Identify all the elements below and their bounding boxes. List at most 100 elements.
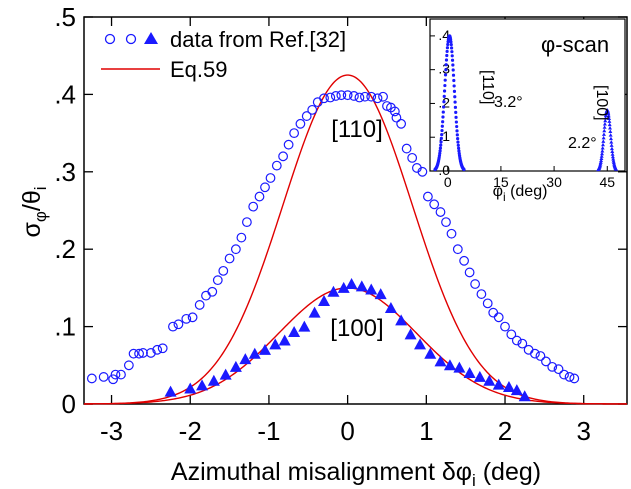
inset-point-100	[610, 149, 615, 154]
inset-point-100	[601, 139, 606, 143]
data-point-110	[493, 312, 504, 323]
x-tick-label: 1	[419, 416, 433, 446]
inset-point-100	[603, 113, 608, 117]
data-point-110	[265, 173, 276, 183]
data-point-110	[207, 286, 218, 297]
data-point-110	[248, 201, 259, 212]
inset-point-110	[443, 78, 447, 82]
y-tick-label: .2	[54, 234, 76, 264]
inset-point-100	[599, 158, 604, 163]
inset-point-100	[610, 152, 615, 156]
inset-point-110	[438, 149, 442, 153]
legend-label-eq: Eq.59	[170, 57, 228, 82]
data-point-110	[470, 279, 481, 289]
plot-frame	[83, 16, 628, 405]
data-point-110	[134, 348, 144, 359]
inset-point-100	[603, 118, 608, 123]
inset-point-100	[606, 113, 611, 118]
inset-point-110	[451, 68, 455, 72]
data-point-110	[260, 182, 270, 193]
y-axis-title: σφ/θi	[18, 186, 50, 237]
data-point-110	[396, 118, 407, 129]
inset-point-100	[609, 143, 614, 147]
data-point-100	[492, 378, 505, 390]
inset-point-100	[601, 132, 606, 136]
inset-point-100	[598, 160, 603, 164]
data-point-100	[374, 288, 387, 300]
inset-point-100	[606, 111, 611, 116]
inset-point-110	[449, 40, 453, 44]
inset-point-110	[457, 149, 461, 153]
x-axis-title: Azimuthal misalignment δφi (deg)	[171, 458, 541, 489]
inset-point-110	[441, 120, 445, 124]
inset-point-110	[438, 151, 442, 155]
data-point-100	[298, 320, 311, 332]
data-point-110	[283, 139, 294, 150]
inset-point-110	[444, 58, 449, 62]
inset-point-110	[441, 110, 445, 114]
data-point-110	[547, 361, 558, 372]
data-point-100	[278, 334, 291, 346]
inset-y-tick-label: .4	[438, 27, 450, 43]
inset-point-110	[442, 89, 447, 93]
data-point-100	[269, 338, 282, 350]
data-point-110	[212, 275, 223, 286]
inset-point-100	[602, 128, 607, 133]
data-point-110	[224, 253, 235, 264]
y-tick-label: 0	[62, 389, 76, 419]
data-point-100	[248, 347, 261, 359]
data-point-110	[569, 373, 580, 384]
data-point-110	[241, 217, 252, 228]
inset-point-110	[444, 68, 448, 72]
inset-point-110	[454, 110, 458, 115]
data-point-100	[239, 353, 252, 365]
data-point-100	[355, 280, 368, 292]
data-point-110	[181, 313, 192, 324]
inset-point-110	[454, 115, 458, 119]
inset-point-110	[452, 89, 457, 93]
data-point-110	[435, 207, 446, 217]
data-point-110	[230, 244, 241, 255]
inset-annotation-width-100: 2.2°	[568, 135, 597, 152]
inset-frame	[429, 18, 626, 172]
x-tick-label: 3	[576, 416, 590, 446]
y-tick-label: .4	[54, 79, 76, 109]
inset-point-110	[455, 124, 459, 129]
inset-point-110	[456, 143, 460, 147]
inset-point-100	[611, 160, 616, 165]
y-tick-label: .5	[54, 2, 76, 32]
data-point-110	[86, 373, 97, 384]
data-point-110	[517, 338, 528, 349]
inset-title: φ-scan	[541, 32, 609, 57]
data-point-100	[229, 360, 242, 372]
inset-annotation-110: [110]	[479, 70, 496, 104]
data-point-100	[164, 385, 177, 397]
y-tick-label: .1	[54, 312, 76, 342]
inset-point-100	[610, 154, 615, 159]
inset-point-110	[450, 54, 454, 58]
inset-point-110	[456, 136, 460, 141]
data-point-110	[530, 348, 540, 359]
inset-annotation-100: [100]	[593, 85, 610, 121]
data-point-110	[342, 90, 353, 101]
data-point-110	[271, 160, 282, 171]
data-point-110	[401, 143, 412, 154]
legend-label-data: data from Ref.[32]	[170, 27, 346, 52]
inset-point-100	[602, 125, 607, 129]
data-point-110	[523, 344, 534, 355]
inset-point-100	[609, 146, 614, 151]
inset-point-100	[600, 142, 605, 147]
inset-point-100	[611, 158, 616, 163]
inset-point-100	[614, 167, 619, 171]
inset-point-110	[449, 43, 453, 47]
inset-point-110	[445, 49, 449, 54]
data-point-110	[464, 267, 475, 278]
inset-point-110	[446, 42, 450, 47]
data-point-110	[116, 369, 126, 380]
inset-point-110	[453, 95, 457, 99]
data-point-100	[184, 382, 197, 394]
data-point-110	[429, 199, 440, 210]
inset-annotation-width-110: 3.2°	[494, 94, 523, 111]
data-point-110	[301, 111, 312, 121]
